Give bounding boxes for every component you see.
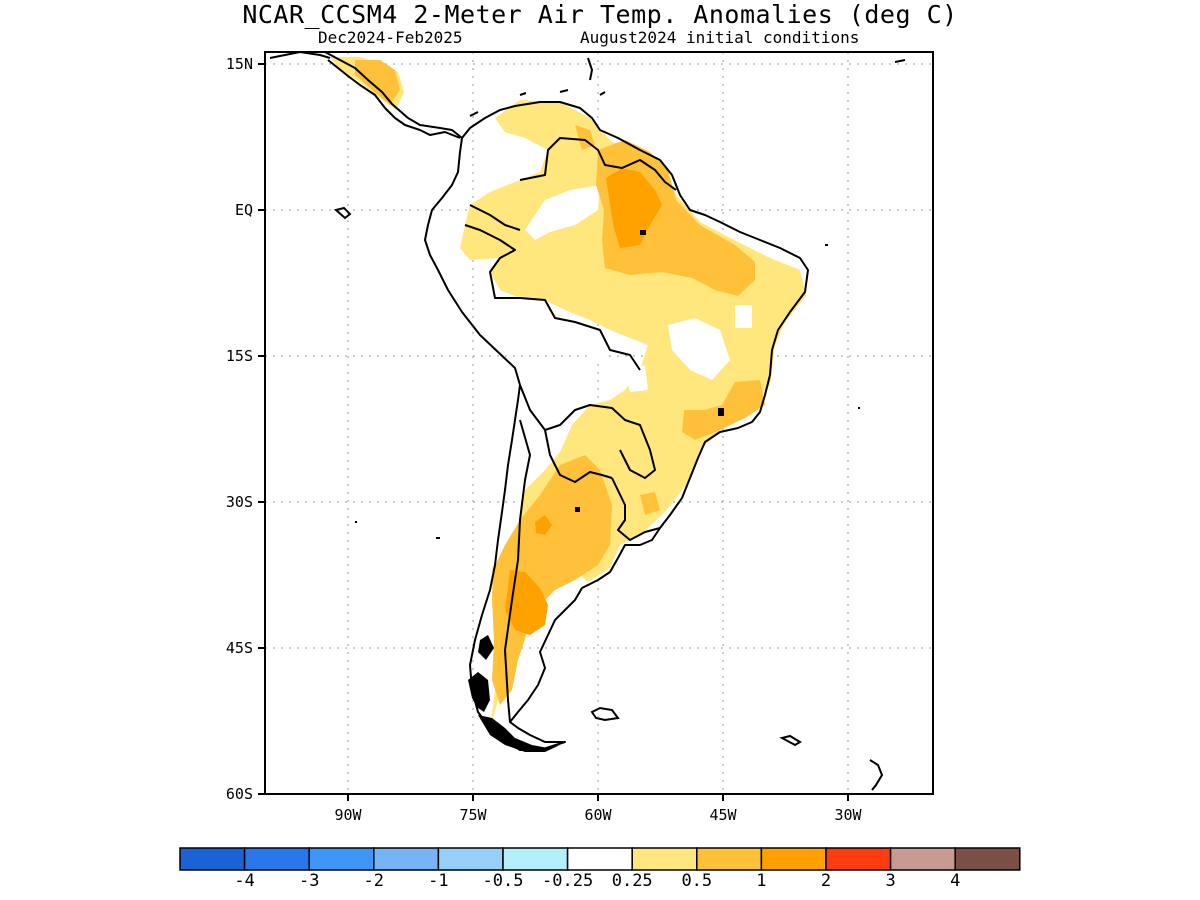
legend-swatch <box>308 847 375 871</box>
legend-label: -0.25 <box>542 871 593 891</box>
map-plot-area <box>265 52 933 794</box>
lon-tick-marks <box>347 794 849 801</box>
lon-tick-label: 45W <box>709 806 737 824</box>
season-label: Dec2024-Feb2025 <box>318 28 463 47</box>
legend-label: -1 <box>428 871 448 891</box>
islands <box>333 59 906 791</box>
legend-label: 2 <box>821 871 831 891</box>
legend-label: 0.25 <box>612 871 653 891</box>
legend-swatch <box>889 847 956 871</box>
lat-tick-label: 30S <box>226 493 253 511</box>
lat-tick-label: 60S <box>226 785 253 803</box>
lon-tick-label: 30W <box>834 806 862 824</box>
fjord-coast <box>468 230 724 752</box>
lon-tick-label: 90W <box>334 806 362 824</box>
lat-tick-label: EQ <box>235 201 253 219</box>
legend-swatch <box>566 847 633 871</box>
color-legend: -4 -3 -2 -1 -0.5 -0.25 0.25 0.5 1 2 3 4 <box>179 847 1021 891</box>
lat-tick-label: 15S <box>226 347 253 365</box>
lon-tick-label: 60W <box>584 806 612 824</box>
init-conditions-label: August2024 initial conditions <box>580 28 860 47</box>
legend-swatch <box>954 847 1021 871</box>
legend-swatch <box>243 847 310 871</box>
legend-label: 4 <box>950 871 960 891</box>
lat-tick-label: 45S <box>226 639 253 657</box>
legend-label: 3 <box>885 871 895 891</box>
legend-swatch <box>696 847 763 871</box>
coastlines <box>269 52 809 751</box>
legend-label: -3 <box>299 871 319 891</box>
anomaly-neutral-holes <box>520 185 752 392</box>
lat-tick-marks <box>258 63 265 795</box>
legend-swatch <box>825 847 892 871</box>
legend-swatch <box>760 847 827 871</box>
map-title: NCAR_CCSM4 2-Meter Air Temp. Anomalies (… <box>242 0 958 29</box>
legend-label: 0.5 <box>681 871 712 891</box>
legend-swatch <box>437 847 504 871</box>
lat-tick-label: 15N <box>226 55 253 73</box>
anomaly-1-2 <box>505 168 662 635</box>
legend-label: 1 <box>756 871 766 891</box>
legend-swatch <box>502 847 569 871</box>
legend-swatch <box>631 847 698 871</box>
legend-label: -4 <box>234 871 254 891</box>
legend-label: -0.5 <box>483 871 524 891</box>
legend-label: -2 <box>364 871 384 891</box>
lon-tick-label: 75W <box>459 806 487 824</box>
legend-swatch <box>179 847 246 871</box>
legend-swatch <box>373 847 440 871</box>
